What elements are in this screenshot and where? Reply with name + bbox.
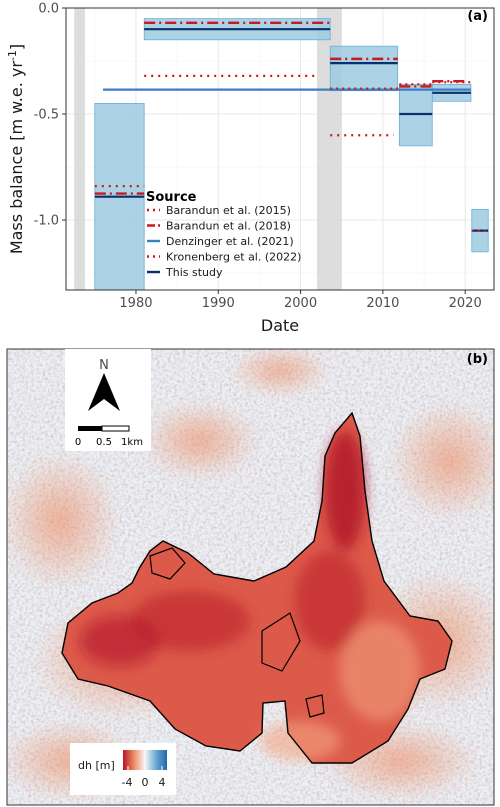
colorbar: dh [m] -4 0 4 xyxy=(70,743,176,795)
legend-label-4: This study xyxy=(165,266,223,279)
axis-ticks: 1980 1990 2000 2010 2020 0.0 -0.5 -1.0 xyxy=(34,2,482,312)
legend-label-3: Kronenberg et al. (2022) xyxy=(166,251,301,264)
series-lines xyxy=(94,21,489,232)
north-label: N xyxy=(99,358,109,373)
glacier-loss-core xyxy=(80,431,420,761)
colorbar-tick-label-min: -4 xyxy=(122,776,133,789)
legend: Source Barandun et al. (2015)Barandun et… xyxy=(146,190,301,279)
x-tick-label-2: 2000 xyxy=(284,296,317,311)
y-tick-label-2: -1.0 xyxy=(34,214,59,229)
glacier-outline xyxy=(61,411,453,764)
mass-balance-chart: 1980 1990 2000 2010 2020 0.0 -0.5 -1.0 (a) Date… xyxy=(0,0,500,341)
plot-frame xyxy=(65,7,495,291)
nunatak-outline-1 xyxy=(261,612,301,672)
scalebar-segment-1 xyxy=(78,426,102,431)
scalebar-segment-2 xyxy=(101,425,130,432)
y-axis-title-main: Mass balance [m w.e. yr xyxy=(7,61,26,255)
scale-label-1km: 1km xyxy=(121,437,143,448)
north-arrow-scalebar-box: N 0 0.5 1km xyxy=(65,349,151,451)
x-axis-title: Date xyxy=(261,316,299,335)
legend-title: Source xyxy=(146,190,197,205)
legend-label-0: Barandun et al. (2015) xyxy=(166,204,291,217)
colorbar-tick-label-max: 4 xyxy=(159,776,166,789)
scale-label-05: 0.5 xyxy=(96,437,112,448)
y-tick-label-0: 0.0 xyxy=(38,2,59,17)
y-axis-title: Mass balance [m w.e. yr-1] xyxy=(6,44,26,254)
map-frame xyxy=(6,348,495,806)
legend-label-1: Barandun et al. (2018) xyxy=(166,220,291,233)
y-tick-label-1: -0.5 xyxy=(34,108,59,123)
elevation-change-map: (b) N 0 0.5 1km dh [m] -4 0 4 xyxy=(6,348,495,806)
uncertainty-box-2 xyxy=(329,45,399,92)
colorbar-ramp xyxy=(123,750,167,770)
scale-label-0: 0 xyxy=(75,437,81,448)
nunatak-outline-2 xyxy=(149,547,186,580)
colorbar-tick-label-mid: 0 xyxy=(142,776,149,789)
x-tick-label-3: 2010 xyxy=(366,296,399,311)
north-arrow-left-icon xyxy=(88,373,104,411)
legend-entries: Barandun et al. (2015) Barandun et al. (2… xyxy=(147,204,301,279)
x-tick-label-0: 1980 xyxy=(119,296,152,311)
legend-label-2: Denzinger et al. (2021) xyxy=(166,235,294,248)
x-tick-label-1: 1990 xyxy=(202,296,235,311)
panel-a-tag: (a) xyxy=(467,9,488,24)
north-arrow-right-icon xyxy=(104,373,120,411)
y-axis-title-sup: -1 xyxy=(6,50,19,61)
colorbar-label: dh [m] xyxy=(78,759,115,772)
panel-b-tag: (b) xyxy=(467,352,488,367)
gap-period-0 xyxy=(74,8,85,290)
nunatak-outline-3 xyxy=(305,694,325,718)
x-tick-label-4: 2020 xyxy=(449,296,482,311)
y-axis-title-end: ] xyxy=(7,44,26,50)
